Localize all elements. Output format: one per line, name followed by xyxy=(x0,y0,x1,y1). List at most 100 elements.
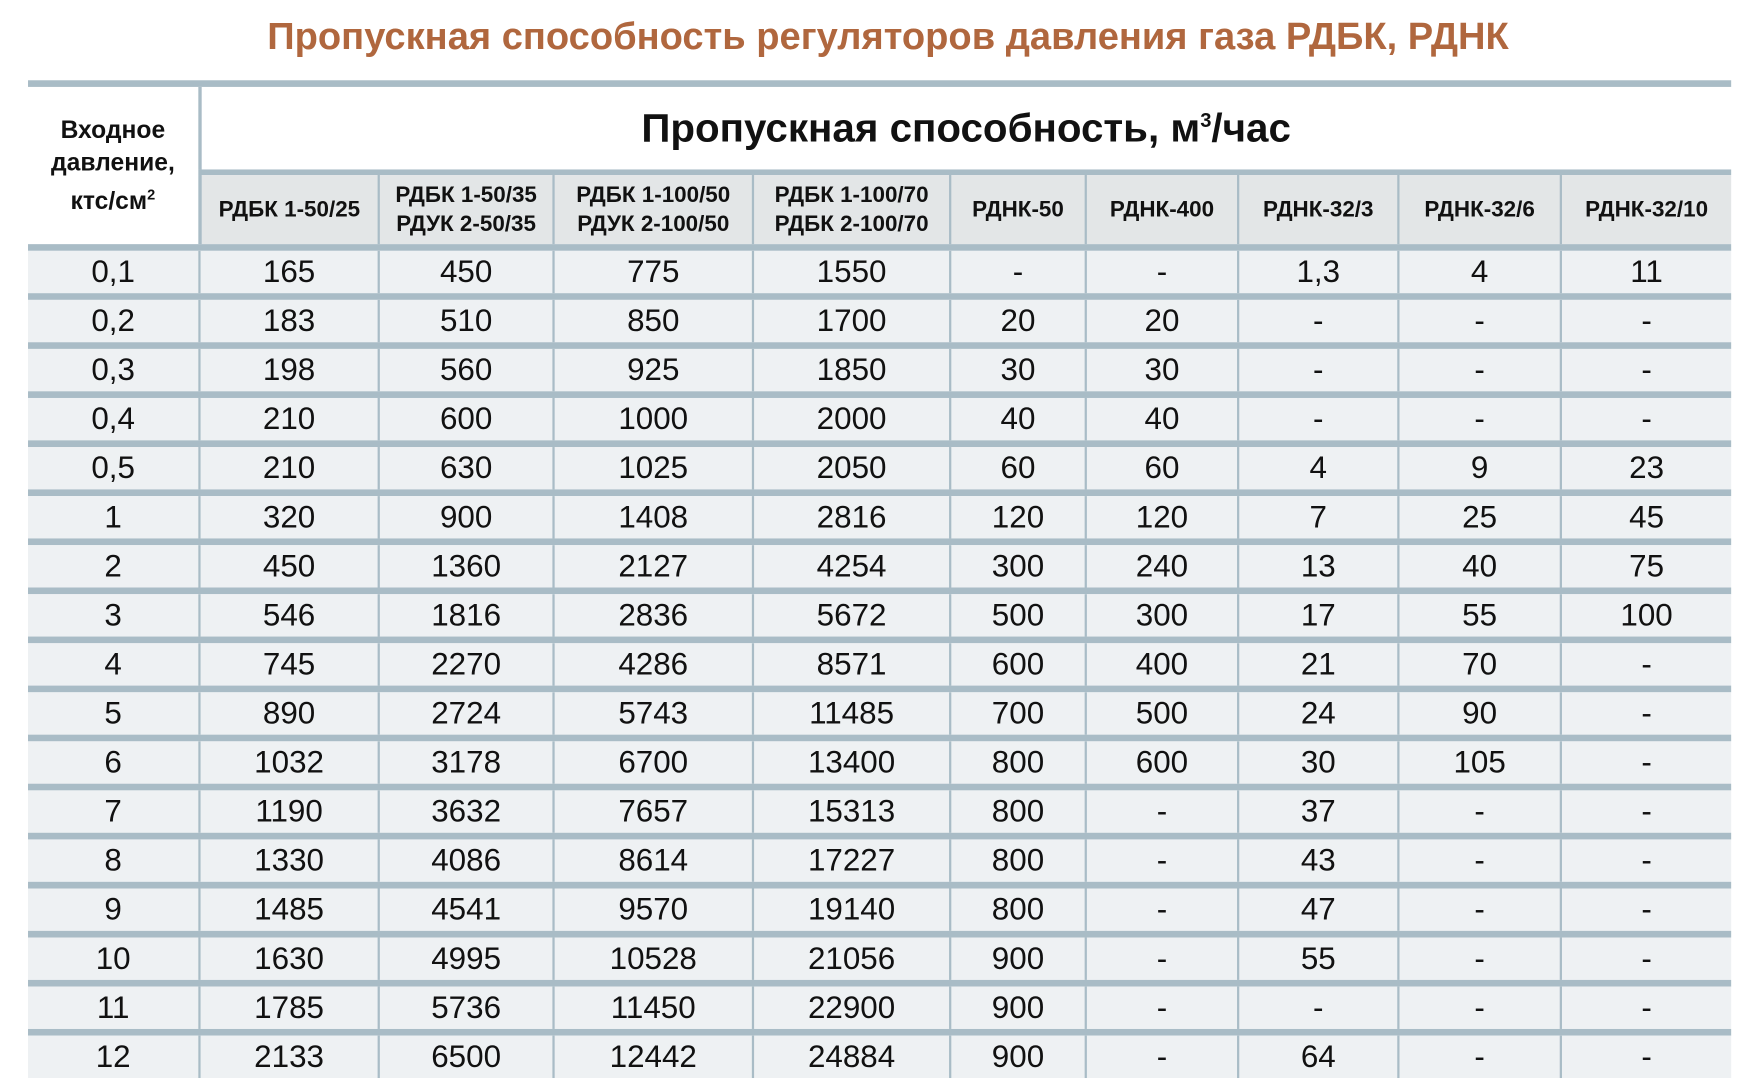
capacity-cell: 17 xyxy=(1237,594,1399,637)
pressure-cell: 2 xyxy=(28,545,200,588)
column-header-line: РДБК 1-100/50 xyxy=(576,182,731,208)
capacity-cell: 37 xyxy=(1237,790,1399,833)
capacity-cell: 1630 xyxy=(198,937,379,980)
capacity-cell: - xyxy=(1237,397,1399,441)
capacity-cell: - xyxy=(1084,250,1239,294)
column-header-line: РДНК-32/10 xyxy=(1585,197,1709,222)
table-row: 0,5 210 630 1025 2050 60 60 4 9 23 xyxy=(28,447,1732,490)
capacity-cell: - xyxy=(1084,839,1239,882)
capacity-cell: - xyxy=(1397,397,1561,441)
table-row: 1 320 900 1408 2816 120 120 7 25 45 xyxy=(28,496,1732,539)
header-divider xyxy=(199,169,1732,176)
row-divider xyxy=(28,1028,1732,1036)
capacity-cell: 5736 xyxy=(377,986,554,1029)
capacity-cell: 240 xyxy=(1084,545,1239,588)
pressure-cell: 7 xyxy=(28,790,200,833)
row-divider xyxy=(28,734,1732,742)
capacity-cell: - xyxy=(1559,692,1732,735)
capacity-cell: 890 xyxy=(198,692,379,735)
capacity-cell: 2000 xyxy=(751,397,951,441)
capacity-cell: 600 xyxy=(949,643,1086,686)
capacity-cell: 11485 xyxy=(751,692,951,735)
capacity-cell: - xyxy=(1559,790,1732,833)
capacity-cell: 55 xyxy=(1397,594,1561,637)
capacity-cell: 5672 xyxy=(751,594,951,637)
capacity-cell: 900 xyxy=(949,986,1086,1029)
capacity-cell: - xyxy=(1237,986,1399,1029)
capacity-cell: 19140 xyxy=(751,888,951,931)
capacity-cell: - xyxy=(1397,299,1561,343)
capacity-sup: 3 xyxy=(1200,109,1212,132)
capacity-cell: - xyxy=(1397,348,1561,392)
capacity-cell: 120 xyxy=(1084,496,1239,539)
capacity-cell: 300 xyxy=(949,545,1086,588)
capacity-cell: 64 xyxy=(1237,1035,1399,1079)
capacity-cell: 7 xyxy=(1237,496,1399,539)
capacity-cell: - xyxy=(1559,741,1732,784)
capacity-cell: - xyxy=(1397,937,1561,980)
capacity-cell: - xyxy=(1559,888,1732,931)
capacity-cell: 8571 xyxy=(751,643,951,686)
capacity-table: Входное давление, ктс/см2 Пропускная спо… xyxy=(28,80,1732,1079)
column-header-line: РДБК 1-50/35 xyxy=(395,182,537,208)
column-header: РДНК-32/10 xyxy=(1559,175,1732,245)
capacity-cell: - xyxy=(1559,937,1732,980)
capacity-cell: 2816 xyxy=(751,496,951,539)
column-header: РДНК-32/3 xyxy=(1237,175,1399,245)
row-divider xyxy=(28,538,1732,546)
table-row: 8 1330 4086 8614 17227 800-43- - xyxy=(28,839,1732,882)
capacity-cell: 23 xyxy=(1559,447,1732,490)
capacity-cell: 2133 xyxy=(198,1035,379,1079)
capacity-cell: 43 xyxy=(1237,839,1399,882)
pressure-label-line1: Входное xyxy=(60,116,166,145)
capacity-cell: 30 xyxy=(949,348,1086,392)
capacity-cell: 2270 xyxy=(377,643,554,686)
capacity-cell: 9 xyxy=(1397,447,1561,490)
capacity-cell: 500 xyxy=(1084,692,1239,735)
capacity-cell: 2127 xyxy=(552,545,753,588)
capacity-cell: 11450 xyxy=(552,986,753,1029)
row-divider xyxy=(28,636,1732,644)
row-divider xyxy=(28,244,1732,251)
capacity-cell: 800 xyxy=(949,790,1086,833)
row-divider xyxy=(28,783,1732,791)
capacity-unit: /час xyxy=(1211,104,1291,151)
capacity-cell: 745 xyxy=(198,643,379,686)
capacity-cell: - xyxy=(1084,790,1239,833)
capacity-cell: 210 xyxy=(198,447,379,490)
capacity-cell: 24884 xyxy=(751,1035,951,1079)
capacity-cell: - xyxy=(1084,1035,1239,1079)
capacity-cell: 1485 xyxy=(198,888,379,931)
capacity-cell: 6700 xyxy=(552,741,753,784)
table-row: 0,1 165 450 775 1550- -1,3 4 11 xyxy=(28,250,1732,294)
capacity-cell: 1550 xyxy=(751,250,951,294)
row-divider xyxy=(28,440,1732,448)
capacity-cell: 30 xyxy=(1084,348,1239,392)
capacity-cell: 400 xyxy=(1084,643,1239,686)
table-row: 0,2 183 510 850 1700 20 20- - - xyxy=(28,299,1732,343)
pressure-cell: 5 xyxy=(28,692,200,735)
capacity-cell: 4 xyxy=(1237,447,1399,490)
table-row: 4 745 2270 4286 8571 600 400 21 70- xyxy=(28,643,1732,686)
pressure-cell: 12 xyxy=(28,1035,200,1079)
table-row: 10 1630 4995 10528 21056 900-55- - xyxy=(28,937,1732,980)
table-row: 0,4 210 600 1000 2000 40 40- - - xyxy=(28,397,1732,441)
pressure-cell: 0,1 xyxy=(28,250,200,294)
capacity-cell: - xyxy=(1559,397,1732,441)
capacity-cell: - xyxy=(1397,839,1561,882)
column-header: РДБК 1-100/70 РДБК 2-100/70 xyxy=(751,175,951,245)
capacity-cell: 11 xyxy=(1559,250,1732,294)
capacity-header: Пропускная способность, м3/час xyxy=(199,86,1732,170)
capacity-cell: 2836 xyxy=(552,594,753,637)
column-header: РДНК-32/6 xyxy=(1397,175,1561,245)
column-header-line: РДНК-400 xyxy=(1109,197,1215,222)
pressure-cell: 3 xyxy=(28,594,200,637)
capacity-cell: 21 xyxy=(1237,643,1399,686)
capacity-cell: 120 xyxy=(949,496,1086,539)
table-row: 2 450 1360 2127 4254 300 240 13 40 75 xyxy=(28,545,1732,588)
row-divider xyxy=(28,587,1732,595)
capacity-cell: 3632 xyxy=(377,790,554,833)
capacity-cell: 90 xyxy=(1397,692,1561,735)
capacity-cell: 30 xyxy=(1237,741,1399,784)
capacity-cell: 3178 xyxy=(377,741,554,784)
